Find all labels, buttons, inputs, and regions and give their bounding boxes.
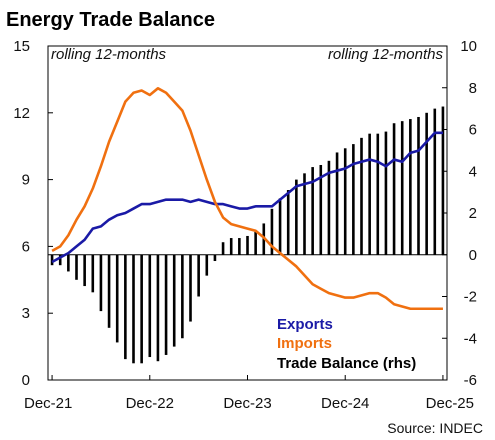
trade-balance-bar: [319, 164, 323, 255]
y-left-tick-label: 9: [22, 172, 30, 189]
trade-balance-bar: [303, 173, 306, 255]
y-right-tick-label: -6: [464, 372, 477, 389]
y-axis-left: 0 3 6 9 12 15: [13, 38, 53, 389]
trade-balance-bar: [221, 242, 225, 255]
legend-trade-balance: Trade Balance (rhs): [277, 355, 416, 372]
trade-balance-bar: [425, 112, 428, 255]
y-right-tick-label: 8: [469, 80, 477, 97]
trade-balance-bar: [197, 254, 200, 297]
trade-balance-bar: [360, 137, 363, 255]
y-right-tick-label: 4: [469, 163, 477, 180]
legend-imports: Imports: [277, 335, 332, 352]
trade-balance-bar: [278, 198, 282, 255]
trade-balance-bar: [107, 254, 111, 328]
trade-balance-bar: [132, 254, 135, 364]
x-tick-label: Dec-24: [321, 395, 369, 412]
trade-balance-bar: [343, 148, 347, 255]
y-right-tick-label: 0: [469, 247, 477, 264]
y-right-tick-label: 6: [469, 122, 477, 139]
trade-balance-bar: [148, 254, 152, 358]
legend: Exports Imports Trade Balance (rhs): [277, 316, 416, 372]
trade-balance-bar: [327, 160, 331, 255]
trade-balance-bars: [50, 106, 445, 364]
trade-balance-bar: [384, 131, 388, 255]
imports-line: [51, 87, 443, 311]
y-left-tick-label: 3: [22, 305, 30, 322]
trade-balance-bar: [181, 254, 184, 339]
y-left-tick-label: 12: [13, 105, 30, 122]
y-left-tick-label: 6: [22, 238, 30, 255]
y-axis-right: -6 -4 -2 0 2 4 6 8 10: [442, 38, 477, 389]
x-axis: Dec-21 Dec-22 Dec-23 Dec-24 Dec-25: [24, 375, 474, 412]
trade-balance-bar: [189, 254, 192, 322]
y-left-tick-label: 0: [22, 372, 30, 389]
annotation-left: rolling 12-months: [51, 46, 167, 63]
trade-balance-bar: [368, 133, 371, 255]
trade-balance-bar: [115, 254, 119, 343]
trade-balance-bar: [140, 254, 143, 364]
x-tick-label: Dec-23: [223, 395, 271, 412]
trade-balance-bar: [311, 167, 314, 255]
y-left-tick-label: 15: [13, 38, 30, 55]
x-tick-label: Dec-21: [24, 395, 72, 412]
trade-balance-bar: [75, 254, 78, 280]
trade-balance-bar: [433, 108, 437, 255]
trade-balance-bar: [205, 254, 209, 276]
trade-balance-bar: [335, 152, 339, 255]
trade-balance-bar: [286, 190, 290, 255]
trade-balance-bar: [392, 123, 396, 255]
trade-balance-bar: [164, 254, 168, 355]
exports-line: [51, 131, 443, 264]
trade-balance-bar: [238, 238, 241, 255]
trade-balance-bar: [83, 254, 86, 287]
trade-balance-bar: [229, 238, 233, 255]
trade-balance-bar: [246, 235, 249, 255]
trade-balance-bar: [50, 254, 54, 266]
chart-title: Energy Trade Balance: [6, 9, 215, 31]
y-right-tick-label: 10: [460, 38, 477, 55]
source-note: Source: INDEC: [387, 420, 483, 436]
y-right-tick-label: -4: [464, 330, 477, 347]
trade-balance-bar: [254, 231, 257, 255]
annotation-right: rolling 12-months: [328, 46, 444, 63]
trade-balance-bar: [295, 179, 298, 255]
x-tick-label: Dec-25: [426, 395, 474, 412]
trade-balance-bar: [91, 254, 95, 293]
trade-balance-bar: [99, 254, 103, 312]
trade-balance-bar: [156, 254, 160, 362]
trade-balance-bar: [124, 254, 127, 360]
trade-balance-bar: [400, 121, 404, 255]
trade-balance-bar: [213, 254, 217, 262]
trade-balance-bar: [58, 254, 62, 266]
trade-balance-bar: [67, 254, 70, 272]
legend-exports: Exports: [277, 316, 333, 333]
trade-balance-bar: [172, 254, 176, 347]
line-series: [51, 87, 443, 311]
trade-balance-bar: [352, 144, 355, 255]
trade-balance-bar: [441, 106, 445, 255]
y-right-tick-label: 2: [469, 205, 477, 222]
trade-balance-bar: [409, 119, 412, 255]
trade-balance-bar: [376, 133, 380, 255]
trade-balance-bar: [270, 208, 274, 255]
x-tick-label: Dec-22: [126, 395, 174, 412]
trade-balance-bar: [417, 116, 420, 255]
y-right-tick-label: -2: [464, 289, 477, 306]
